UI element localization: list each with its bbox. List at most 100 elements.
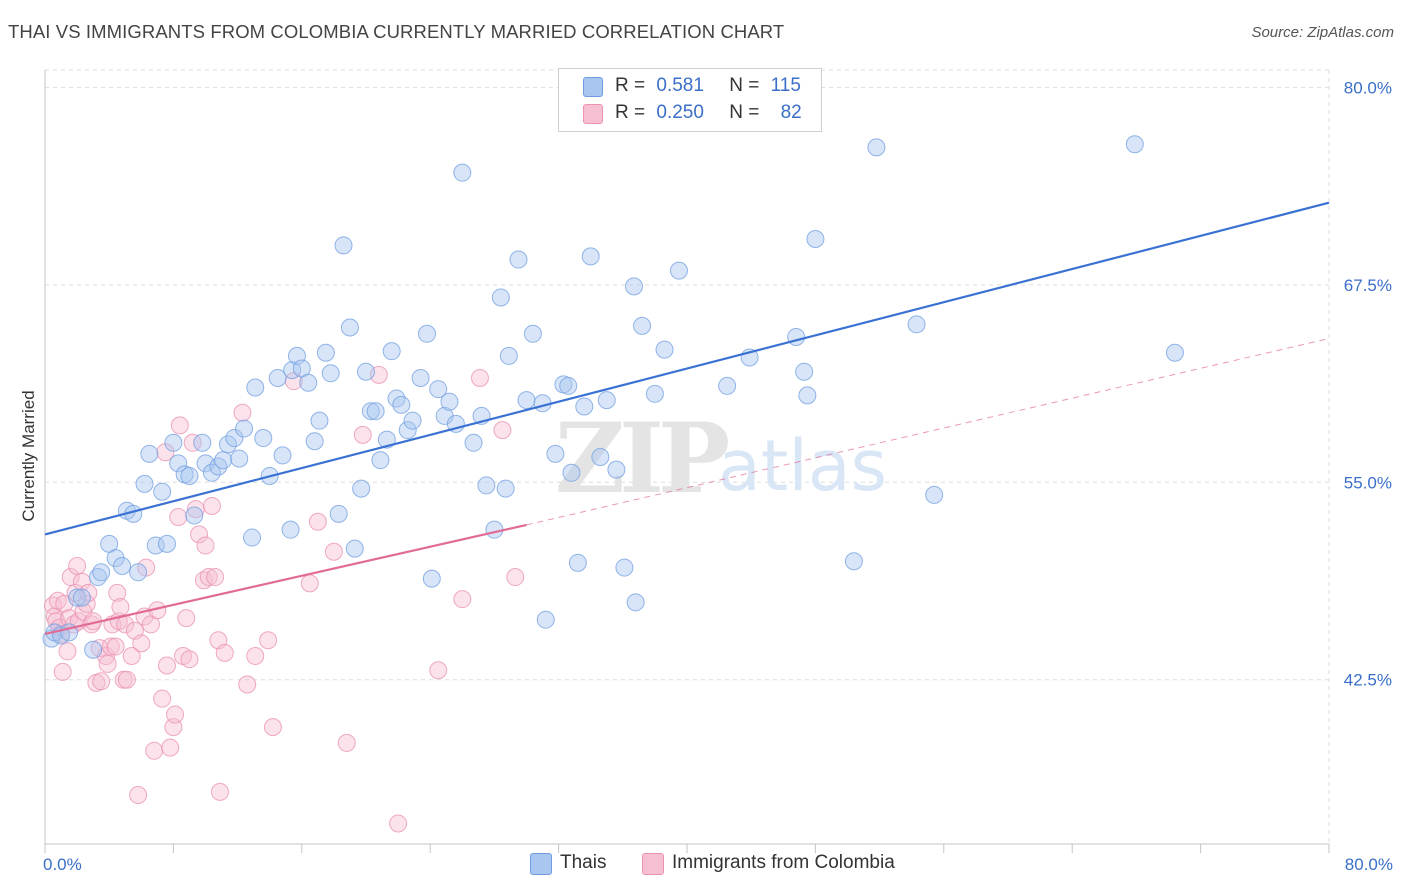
point-colombia (183, 433, 202, 452)
legend-n-value-thais: 115 (770, 75, 801, 96)
legend-r-label: R = (615, 102, 646, 123)
point-thais (235, 419, 254, 438)
x-tick-label: 0.0% (43, 855, 82, 874)
point-thais (411, 369, 430, 388)
point-thais (485, 520, 504, 539)
bottom-legend-swatch-thais (530, 853, 552, 875)
legend-swatch-colombia (583, 104, 603, 124)
point-colombia (389, 814, 408, 833)
point-colombia (153, 689, 172, 708)
point-thais (559, 376, 578, 395)
point-thais (281, 520, 300, 539)
point-thais (499, 346, 518, 365)
point-thais (655, 340, 674, 359)
point-colombia (79, 583, 98, 602)
point-thais (361, 402, 380, 421)
point-colombia (493, 421, 512, 440)
point-thais (453, 163, 472, 182)
point-colombia (101, 637, 120, 656)
point-colombia (53, 662, 72, 681)
point-thais (387, 389, 406, 408)
trendline-thais (44, 201, 1330, 536)
trendline-colombia-extension (526, 338, 1330, 526)
point-colombia (108, 583, 127, 602)
point-thais (129, 563, 148, 582)
point-thais (321, 364, 340, 383)
point-thais (329, 504, 348, 523)
bottom-legend-label-colombia: Immigrants from Colombia (672, 852, 895, 873)
point-colombia (206, 568, 225, 587)
y-axis-label: Currently Married (19, 390, 38, 521)
point-colombia (166, 705, 185, 724)
point-thais (92, 563, 111, 582)
point-colombia (129, 786, 148, 805)
point-thais (1165, 343, 1184, 362)
axes (44, 70, 1330, 853)
point-colombia (246, 647, 265, 666)
point-thais (517, 391, 536, 410)
point-thais (352, 479, 371, 498)
point-thais (310, 411, 329, 430)
point-colombia (470, 369, 489, 388)
point-thais (268, 369, 287, 388)
y-tick-label: 42.5% (1344, 671, 1392, 690)
point-thais (925, 485, 944, 504)
bottom-legend-label-thais: Thais (560, 852, 607, 873)
point-thais (157, 534, 176, 553)
point-colombia (161, 738, 180, 757)
point-thais (597, 391, 616, 410)
y-tick-label: 55.0% (1344, 473, 1392, 492)
point-colombia (122, 647, 141, 666)
point-thais (345, 539, 364, 558)
point-thais (536, 610, 555, 629)
point-thais (254, 429, 273, 448)
point-thais (491, 288, 510, 307)
watermark-zip: ZIP (555, 402, 728, 515)
point-colombia (453, 590, 472, 609)
point-thais (429, 380, 448, 399)
point-thais (440, 392, 459, 411)
point-colombia (210, 782, 229, 801)
source-credit: Source: ZipAtlas.com (1251, 24, 1394, 41)
point-thais (806, 230, 825, 249)
legend-r-value-colombia: 0.250 (656, 102, 704, 123)
point-colombia (58, 642, 77, 661)
point-thais (633, 316, 652, 335)
point-thais (669, 261, 688, 280)
point-thais (718, 376, 737, 395)
point-thais (422, 569, 441, 588)
legend-n-label: N = (729, 75, 760, 96)
point-colombia (170, 416, 189, 435)
point-colombia (259, 631, 278, 650)
series-colombia-points (44, 365, 525, 833)
point-thais (591, 448, 610, 466)
watermark: ZIP atlas (555, 402, 887, 515)
trendlines (44, 201, 1330, 635)
point-colombia (263, 718, 282, 737)
point-thais (523, 324, 542, 343)
point-thais (146, 536, 165, 555)
point-thais (230, 449, 249, 468)
point-colombia (157, 656, 176, 675)
x-tick-labels: 0.0% 80.0% (43, 855, 1393, 874)
point-thais (546, 444, 565, 463)
point-thais (334, 236, 353, 255)
legend-r-label: R = (615, 75, 646, 96)
point-thais (798, 386, 817, 405)
correlation-legend: R = 0.581 N = 115 R = 0.250 N = 82 (558, 68, 822, 132)
point-thais (283, 361, 302, 380)
legend-r-value-thais: 0.581 (656, 75, 704, 96)
point-thais (392, 395, 411, 414)
point-thais (382, 342, 401, 361)
point-thais (607, 460, 626, 479)
point-thais (496, 479, 515, 498)
point-thais (575, 397, 594, 416)
series-thais-points (42, 135, 1184, 659)
legend-n-label: N = (729, 102, 760, 123)
point-colombia (353, 425, 372, 444)
point-thais (72, 588, 91, 607)
point-colombia (68, 556, 87, 575)
point-thais (844, 552, 863, 571)
y-tick-labels: 42.5% 55.0% 67.5% 80.0% (1344, 78, 1392, 689)
y-tick-label: 67.5% (1344, 276, 1392, 295)
